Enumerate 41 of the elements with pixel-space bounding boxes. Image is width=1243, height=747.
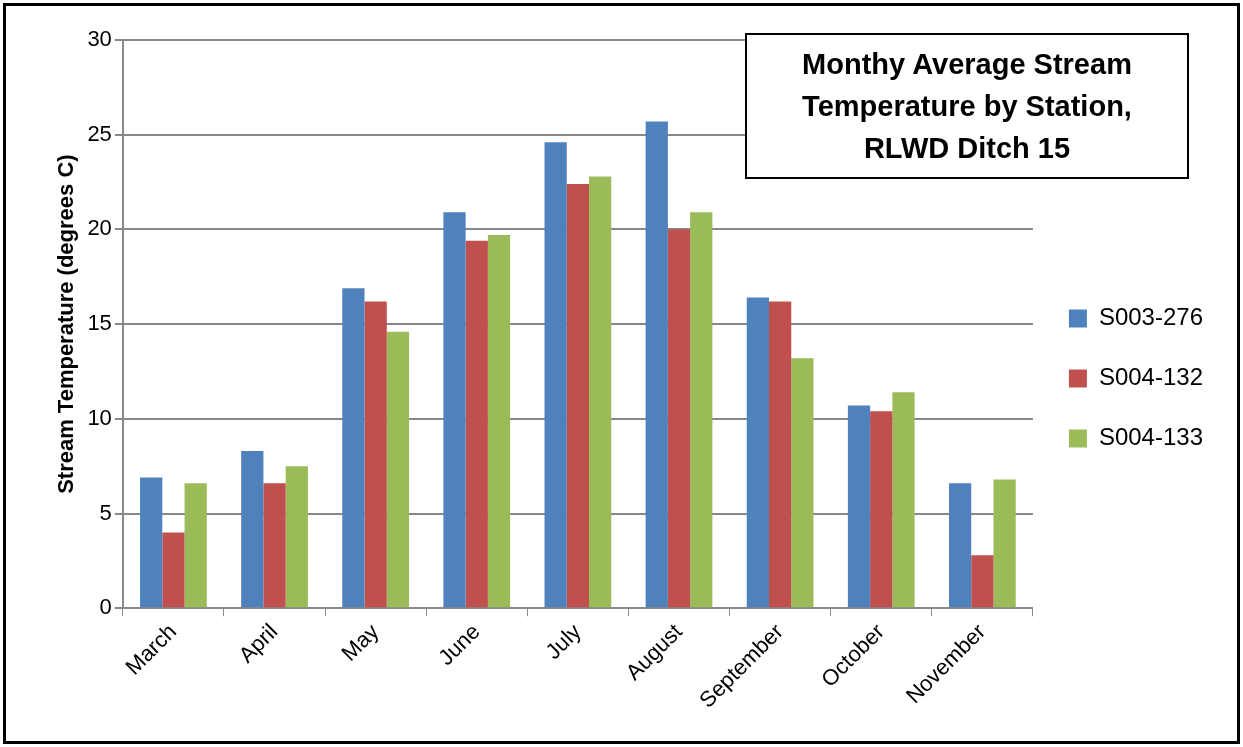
bar: [364, 301, 387, 608]
bar: [140, 477, 163, 608]
bar: [791, 358, 814, 608]
bar: [162, 532, 185, 608]
y-tick-label: 20: [87, 215, 112, 241]
title-box: Monthy Average Stream Temperature by Station, RLWD Ditch 15: [745, 33, 1189, 179]
bar: [184, 483, 207, 608]
bar: [285, 466, 308, 608]
y-tick-label: 10: [87, 404, 112, 430]
bar: [566, 183, 590, 608]
bar: [342, 288, 365, 608]
bar: [241, 451, 264, 608]
bar: [769, 301, 792, 608]
bar: [847, 405, 871, 608]
bar: [386, 331, 410, 608]
legend-label: S004-133: [1098, 423, 1204, 451]
bar: [993, 479, 1016, 608]
bar: [667, 229, 691, 608]
bar: [971, 555, 994, 608]
bar: [746, 297, 769, 608]
y-tick-label: 25: [87, 120, 112, 146]
y-tick-label: 30: [87, 26, 112, 52]
bar: [544, 142, 567, 608]
x-tick-label: May: [336, 618, 384, 666]
x-tick-label: July: [540, 618, 586, 665]
legend-label: S004-132: [1098, 363, 1204, 391]
bar: [443, 212, 466, 608]
bar: [589, 176, 612, 608]
bar: [487, 235, 511, 608]
legend-label: S003-276: [1098, 303, 1204, 331]
bar: [645, 121, 668, 608]
bar: [870, 411, 893, 608]
bar: [263, 483, 286, 608]
y-tick-label: 0: [99, 594, 112, 620]
y-tick-label: 15: [87, 310, 112, 336]
bar: [948, 483, 972, 608]
bar: [690, 212, 713, 608]
y-tick-label: 5: [99, 499, 112, 525]
y-axis-title: Stream Temperature (degrees C): [53, 154, 79, 494]
bar: [465, 240, 488, 608]
bar: [892, 392, 915, 608]
